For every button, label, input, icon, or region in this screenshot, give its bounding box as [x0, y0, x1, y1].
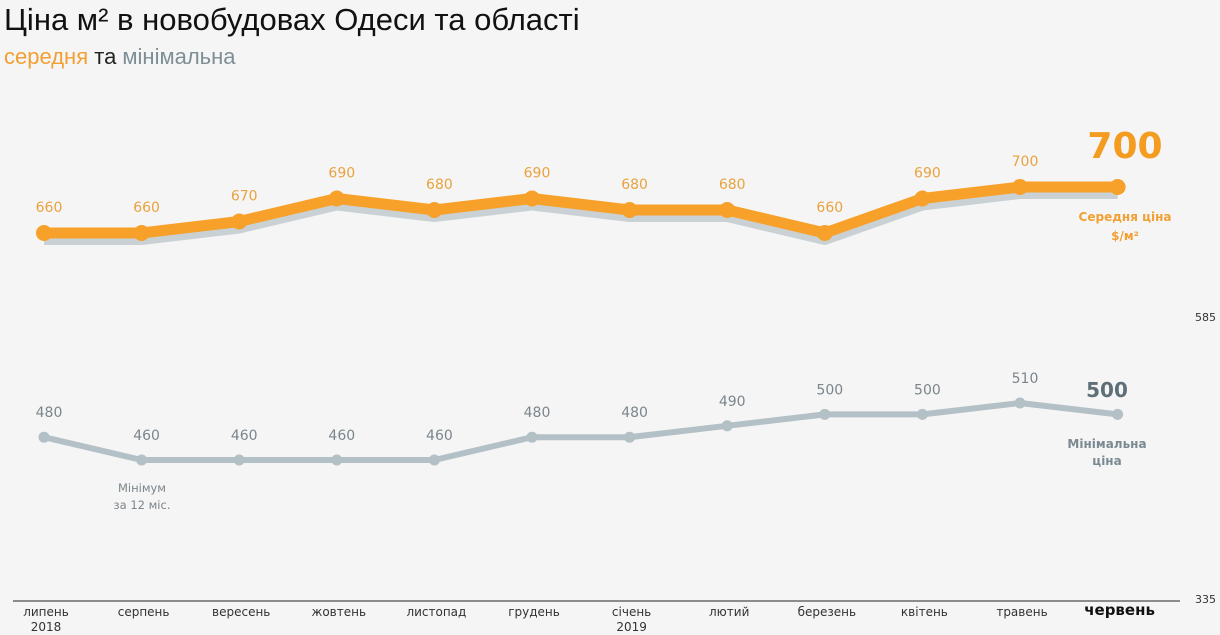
average-point: [328, 190, 345, 207]
average-point: [133, 225, 150, 241]
month-label: квітень: [901, 605, 948, 619]
average-value-label: 690: [328, 166, 355, 182]
minimum-value-labels: 480 460 460 460 460 480 480 490 500 500 510: [36, 371, 1039, 444]
average-point: [231, 213, 248, 230]
year-label: 2019: [616, 620, 647, 634]
minimum-point: [1112, 408, 1124, 420]
month-label: листопад: [406, 605, 466, 619]
minimum-value-label: 490: [719, 394, 746, 410]
average-value-label: 690: [914, 166, 941, 182]
month-label: грудень: [508, 605, 560, 619]
average-point: [719, 202, 736, 218]
minimum-point: [38, 431, 50, 443]
month-label: серпень: [118, 605, 170, 619]
chart-subtitle: середня та мінімальна: [4, 44, 236, 70]
month-label: січень: [612, 605, 651, 619]
average-current-value: 700: [1087, 126, 1162, 167]
average-value-label: 690: [524, 166, 551, 182]
average-value-label: 670: [231, 189, 258, 205]
minimum-point: [428, 454, 440, 466]
average-point: [1109, 179, 1126, 195]
month-label: вересень: [212, 605, 270, 619]
average-point: [1012, 179, 1028, 195]
month-label: березень: [798, 605, 856, 619]
minimum-point: [1014, 397, 1026, 409]
minimum-value-label: 460: [328, 428, 355, 444]
minimum-point: [624, 431, 636, 443]
average-value-label: 680: [621, 177, 648, 193]
average-value-label: 660: [816, 200, 843, 216]
month-label: травень: [996, 605, 1047, 619]
average-value-label: 680: [719, 177, 746, 193]
minimum-series-label-line2: ціна: [1092, 454, 1121, 468]
average-value-label: 660: [36, 200, 63, 216]
average-point: [914, 190, 931, 207]
month-label: лютий: [709, 605, 749, 619]
average-point: [426, 202, 443, 218]
average-value-label: 660: [133, 200, 160, 216]
minimum-point: [526, 431, 538, 443]
minimum-point: [916, 408, 928, 420]
minimum-point: [136, 454, 148, 466]
minimum-note-line2: за 12 міс.: [114, 498, 171, 512]
average-point: [816, 225, 833, 241]
minimum-series-label-line1: Мінімальна: [1067, 437, 1146, 451]
average-series-label-line1: Середня ціна: [1079, 210, 1172, 224]
month-label: жовтень: [312, 605, 367, 619]
minimum-value-label: 500: [816, 382, 843, 398]
average-value-labels: 660 660 670 690 680 690 680 680 660 690 700: [36, 154, 1039, 216]
year-label: 2018: [31, 620, 62, 634]
minimum-price-line: [38, 397, 1124, 466]
subtitle-average: середня: [4, 44, 89, 69]
minimum-value-label: 460: [426, 428, 453, 444]
average-price-line: [36, 179, 1126, 241]
minimum-point: [233, 454, 245, 466]
average-shadow-path: [44, 189, 1118, 245]
minimum-value-label: 510: [1012, 371, 1039, 387]
average-value-label: 700: [1012, 154, 1039, 170]
minimum-value-label: 480: [36, 405, 63, 421]
minimum-current-value: 500: [1086, 378, 1128, 402]
average-point: [36, 225, 52, 241]
minimum-note-line1: Мінімум: [118, 481, 166, 495]
average-value-label: 680: [426, 177, 453, 193]
average-point: [621, 202, 638, 218]
minimum-point: [819, 408, 831, 420]
minimum-path: [43, 400, 1118, 463]
axis-value-top: 585: [1195, 311, 1216, 324]
month-label: липень: [23, 605, 69, 619]
minimum-value-label: 480: [621, 405, 648, 421]
subtitle-minimum: мінімальна: [122, 44, 236, 69]
minimum-value-label: 500: [914, 382, 941, 398]
average-line-shadow: [44, 189, 1118, 245]
average-path: [44, 181, 1118, 239]
minimum-value-label: 460: [231, 428, 258, 444]
minimum-value-label: 480: [524, 405, 551, 421]
axis-value-bottom: 335: [1195, 593, 1216, 606]
subtitle-and: та: [88, 44, 123, 69]
minimum-value-label: 460: [133, 428, 160, 444]
average-series-label-line2: $/м²: [1111, 229, 1139, 243]
minimum-point: [331, 454, 343, 466]
minimum-point: [721, 420, 733, 432]
average-point: [524, 190, 540, 207]
chart-title: Ціна м² в новобудовах Одеси та області: [4, 2, 580, 37]
month-label: червень: [1084, 601, 1155, 619]
